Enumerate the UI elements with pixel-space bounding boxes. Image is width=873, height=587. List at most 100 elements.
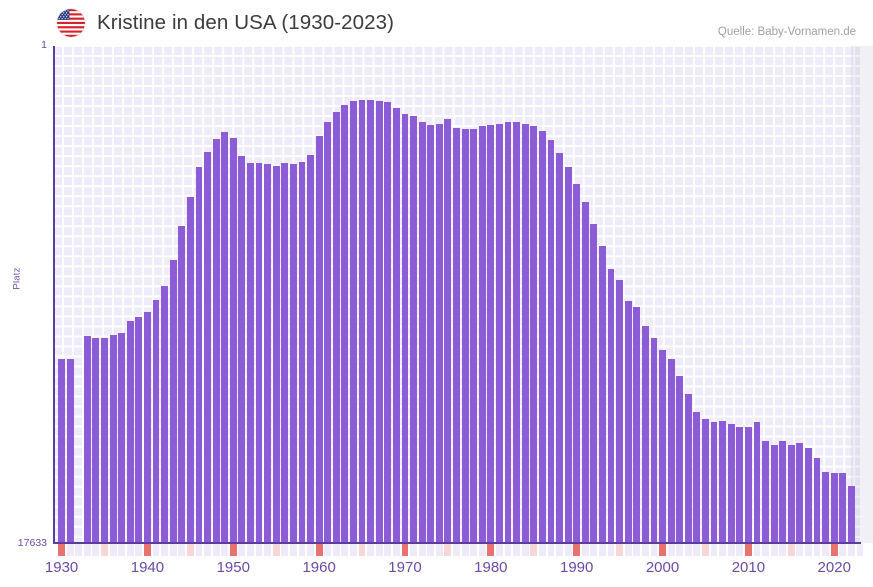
bar [659,350,666,543]
bar [212,139,220,543]
x-axis-minor-tick [384,544,392,556]
bar [315,136,323,543]
x-axis-minor-tick [684,544,692,556]
x-axis-tick-label: 2000 [645,559,680,576]
bar [590,223,598,543]
x-axis-line [53,542,861,544]
x-axis-minor-tick [247,544,254,556]
x-axis-minor-tick [178,544,186,556]
x-axis-minor-tick [702,544,709,556]
x-axis-minor-tick [547,544,555,556]
x-axis-minor-tick [839,544,847,556]
bar [796,443,804,543]
bar [779,440,787,543]
x-axis-minor-tick [101,544,108,556]
x-axis-tick-label: 2020 [817,559,851,576]
bar [410,116,417,543]
bar [830,473,838,543]
x-axis-minor-tick [616,544,624,556]
bar [453,127,460,543]
x-axis-minor-tick [427,544,435,556]
bar [418,122,426,543]
bar [753,422,761,543]
bar [564,167,572,543]
y-axis-line [53,46,55,544]
x-axis-minor-tick [581,544,589,556]
x-axis-minor-tick [264,544,272,556]
x-axis-minor-tick [418,544,426,556]
x-axis-minor-tick [736,544,744,556]
bar [392,107,400,543]
x-axis-major-tick [487,544,495,556]
x-axis-minor-tick [530,544,538,556]
bar [839,473,847,543]
bar [736,426,744,543]
x-axis-minor-tick [410,544,417,556]
x-axis-minor-tick [204,544,211,556]
bar [324,122,332,543]
bar [255,162,263,543]
x-axis-tick-strip [53,544,864,556]
page-title: Kristine in den USA (1930-2023) [97,11,395,34]
bar [530,126,538,543]
bar [384,102,392,543]
x-axis-major-tick [573,544,581,556]
x-axis-minor-tick [375,544,383,556]
bar [204,151,211,543]
bar [487,124,495,543]
x-axis-minor-tick [495,544,503,556]
bar [470,129,478,543]
bar [341,105,349,543]
x-axis-minor-tick [289,544,297,556]
x-axis-minor-tick [796,544,804,556]
y-axis-bottom-tick-label: 17633 [17,537,47,549]
bar [719,420,727,543]
x-axis-minor-tick [607,544,615,556]
x-axis-minor-tick [109,544,117,556]
x-axis-minor-tick [83,544,91,556]
bar [616,279,624,543]
bar [667,358,675,543]
bar [101,337,108,543]
bar [710,422,718,543]
x-axis-minor-tick [727,544,735,556]
x-axis-minor-tick [435,544,443,556]
x-axis-tick-label: 2010 [731,559,766,576]
bar [247,162,254,543]
x-axis-minor-tick [650,544,658,556]
bar [281,162,289,543]
x-axis-tick-label: 1950 [216,559,250,576]
us-flag-icon [57,9,85,37]
x-axis-tick-label: 1960 [302,559,336,576]
bar [513,122,521,543]
bar [264,164,272,543]
bar [83,336,91,543]
x-axis-minor-tick [281,544,289,556]
bar [444,119,452,543]
x-axis-major-tick [744,544,752,556]
bar [787,444,795,543]
bar [186,196,194,543]
bar [221,131,229,543]
x-axis-minor-tick [847,544,855,556]
bar [195,167,203,543]
x-axis-minor-tick [719,544,727,556]
bar [805,447,812,543]
bar [375,100,383,543]
x-axis-minor-tick [195,544,203,556]
x-axis-minor-tick [392,544,400,556]
bar [92,337,100,543]
bar [547,140,555,543]
x-axis-major-tick [144,544,151,556]
bar [770,444,778,543]
source-attribution: Quelle: Baby-Vornamen.de [717,26,856,38]
x-axis-minor-tick [478,544,486,556]
bar [135,316,143,543]
bar [358,99,366,543]
bar [847,485,855,543]
bar [109,334,117,543]
bar [744,426,752,543]
x-axis-major-tick [58,544,65,556]
bar [229,137,237,543]
bar [573,184,581,543]
